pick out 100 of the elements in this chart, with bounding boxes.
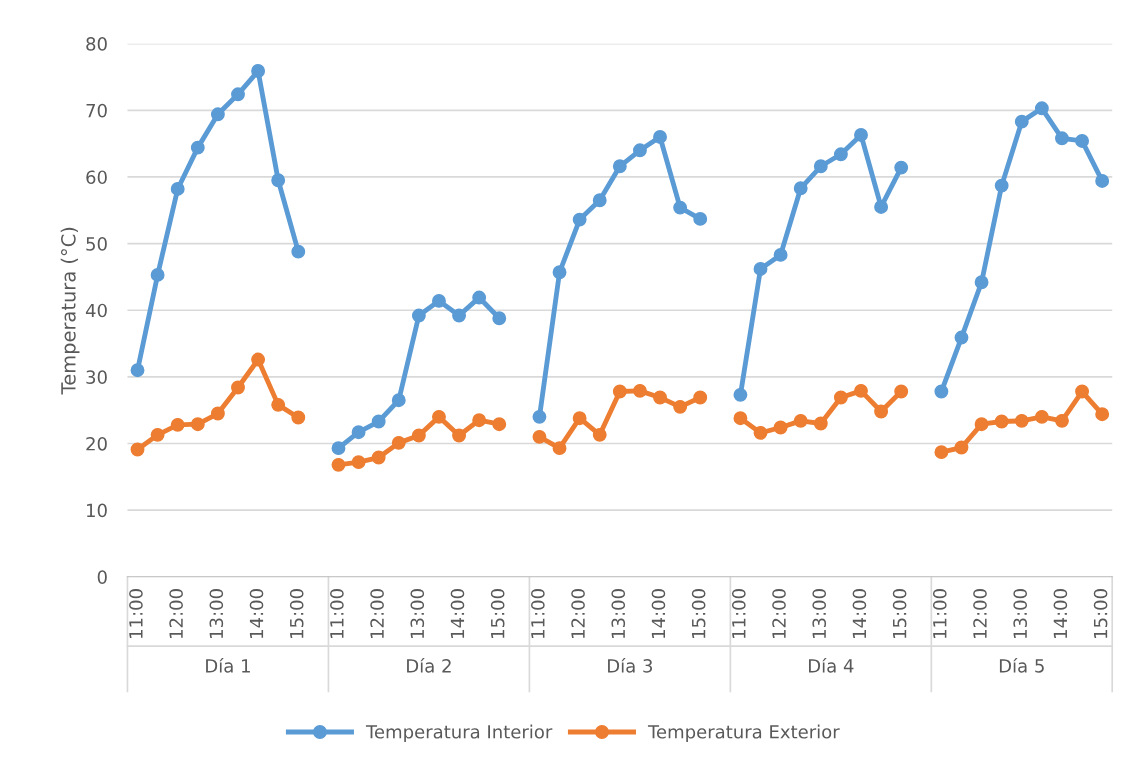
point: [833, 390, 848, 405]
x-tick-label: 14:00: [450, 589, 465, 638]
point: [773, 420, 788, 435]
point: [1095, 407, 1110, 422]
point: [291, 244, 306, 259]
point: [371, 414, 386, 429]
point: [1095, 173, 1110, 188]
point: [251, 64, 266, 78]
point: [231, 380, 245, 395]
point: [331, 441, 346, 456]
point: [271, 397, 286, 412]
point: [733, 387, 748, 402]
text: Día 5: [999, 657, 1044, 673]
point: [854, 128, 868, 142]
point: [974, 275, 989, 290]
point: [452, 428, 467, 443]
y-axis-title: Temperatura (°C): [60, 227, 80, 395]
point: [934, 384, 949, 399]
point: [1034, 409, 1049, 424]
text: Día 4: [809, 657, 854, 673]
y-tick-label: 70: [86, 103, 107, 118]
x-tick-label: 12:00: [370, 589, 384, 638]
point: [1014, 413, 1029, 428]
point: [552, 265, 567, 280]
point: [130, 363, 145, 378]
x-tick-label: 15:00: [490, 589, 505, 638]
point: [874, 199, 889, 214]
point: [210, 406, 225, 421]
point: [231, 87, 245, 102]
point: [753, 261, 768, 276]
point: [170, 181, 185, 196]
text: Día 2: [407, 657, 451, 673]
point: [592, 193, 607, 208]
x-tick-label: 11:00: [330, 589, 344, 638]
x-tick-label: 13:00: [1013, 589, 1028, 638]
point: [251, 352, 266, 367]
point: [351, 425, 366, 440]
point: [552, 441, 567, 456]
point: [813, 159, 828, 174]
point: [693, 211, 708, 226]
point: [653, 130, 667, 144]
x-tick-label: 12:00: [169, 589, 183, 638]
point: [391, 435, 406, 450]
point: [1075, 134, 1090, 148]
point: [150, 427, 165, 442]
point: [673, 399, 688, 414]
point: [432, 293, 446, 308]
point: [1014, 114, 1029, 129]
point: [673, 200, 688, 215]
point: [331, 457, 346, 472]
legend-label: Temperatura Interior: [365, 724, 553, 743]
point: [572, 411, 587, 426]
x-tick-label: 11:00: [129, 589, 143, 638]
point: [432, 409, 446, 424]
x-tick-label: 11:00: [932, 589, 947, 638]
point: [934, 445, 949, 460]
x-tick-label: 13:00: [410, 589, 425, 638]
point: [793, 413, 808, 428]
point: [954, 330, 969, 345]
point: [190, 140, 205, 155]
point: [833, 147, 848, 162]
x-tick-label: 14:00: [249, 589, 264, 638]
point: [391, 393, 406, 408]
point: [773, 247, 788, 262]
point: [753, 425, 768, 440]
point: [592, 427, 607, 442]
point: [190, 417, 205, 432]
y-tick-label: 50: [86, 237, 107, 251]
text: Día 3: [608, 657, 653, 673]
point: [974, 417, 989, 432]
y-tick-label: 20: [86, 436, 107, 451]
point: [874, 404, 889, 419]
point: [150, 267, 165, 282]
point: [954, 440, 969, 455]
point: [994, 414, 1009, 429]
point: [472, 290, 487, 305]
point: [492, 417, 507, 432]
y-tick-label: 40: [85, 303, 107, 318]
point: [411, 428, 426, 443]
point: [452, 308, 467, 323]
x-tick-label: 14:00: [852, 589, 867, 638]
point: [693, 390, 708, 405]
y-tick-label: 60: [86, 170, 107, 185]
point: [733, 411, 748, 426]
x-tick-label: 13:00: [209, 589, 224, 638]
x-tick-label: 12:00: [571, 589, 585, 638]
point: [1055, 413, 1069, 428]
point: [532, 429, 547, 444]
point: [612, 159, 627, 174]
y-tick-label: 0: [97, 570, 107, 584]
x-tick-label: 11:00: [732, 589, 746, 638]
x-tick-label: 15:00: [691, 589, 706, 638]
point: [1075, 384, 1090, 399]
point: [572, 212, 587, 227]
point: [472, 413, 487, 428]
point: [1055, 131, 1069, 146]
point: [653, 390, 667, 405]
point: [632, 143, 647, 158]
point: [612, 384, 627, 399]
x-tick-label: 13:00: [611, 589, 626, 638]
